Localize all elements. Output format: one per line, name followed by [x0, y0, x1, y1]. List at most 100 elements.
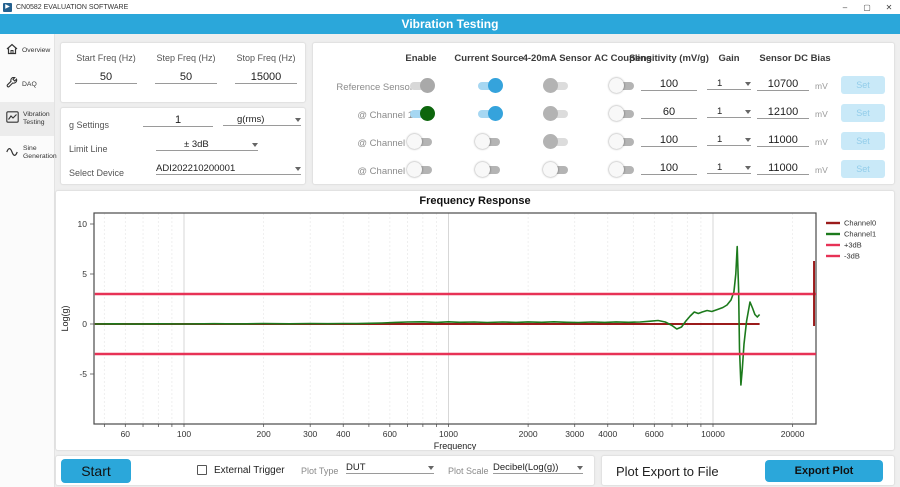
sidebar-item-overview[interactable]: Overview [0, 34, 54, 68]
gain-value: 1 [717, 134, 723, 145]
g-settings-input[interactable]: 1 [143, 114, 213, 127]
plot-frame [93, 212, 817, 425]
x-tick-label: 20000 [781, 429, 805, 439]
x-axis-label: Frequency [434, 441, 477, 450]
ac-coupling-toggle[interactable] [609, 134, 637, 149]
sensitivity-input[interactable]: 100 [641, 78, 697, 91]
minimize-icon[interactable]: – [842, 2, 848, 12]
toggle-knob [609, 134, 624, 149]
x-tick-label: 4000 [598, 429, 617, 439]
sidebar-item-sine-generation[interactable]: Sine Generation [0, 136, 57, 170]
export-plot-button[interactable]: Export Plot [765, 460, 883, 482]
mv-unit-label: mV [815, 109, 828, 119]
plot-export-card: Plot Export to File Export Plot [601, 455, 895, 486]
enable-toggle[interactable] [407, 134, 435, 149]
enable-toggle[interactable] [407, 106, 435, 121]
gain-select[interactable]: 1 [707, 106, 751, 118]
gain-select[interactable]: 1 [707, 162, 751, 174]
ac-coupling-toggle[interactable] [609, 162, 637, 177]
maximize-icon[interactable]: ▢ [863, 2, 871, 12]
select-device-dropdown[interactable]: ADI202210200001 [156, 163, 301, 175]
plot-type-select[interactable]: DUT [346, 462, 434, 474]
sweep-field-input[interactable]: 50 [155, 71, 217, 84]
x-tick-label: 60 [121, 429, 131, 439]
dc-bias-input[interactable]: 10700 [757, 78, 809, 91]
set-bias-button[interactable]: Set [841, 160, 885, 178]
x-tick-label: 10000 [701, 429, 725, 439]
enable-toggle[interactable] [407, 78, 435, 93]
toggle-knob [488, 106, 503, 121]
chevron-down-icon [745, 109, 751, 114]
set-bias-button[interactable]: Set [841, 104, 885, 122]
legend-label: -3dB [844, 252, 860, 261]
sensor-420ma-toggle[interactable] [543, 162, 571, 177]
plot-scale-select[interactable]: Decibel(Log(g)) [493, 462, 583, 474]
sensor-420ma-toggle[interactable] [543, 78, 571, 93]
set-bias-button[interactable]: Set [841, 132, 885, 150]
limit-line-select[interactable]: ± 3dB [156, 139, 258, 151]
toggle-knob [420, 78, 435, 93]
enable-toggle[interactable] [407, 162, 435, 177]
chevron-down-icon [252, 142, 258, 147]
column-header: Sensor DC Bias [759, 53, 831, 64]
chevron-down-icon [428, 465, 434, 470]
current-source-toggle[interactable] [475, 134, 503, 149]
ac-coupling-toggle[interactable] [609, 78, 637, 93]
ac-coupling-toggle[interactable] [609, 106, 637, 121]
legend-label: Channel0 [844, 219, 876, 228]
general-settings-card: g Settings 1 g(rms) Limit Line ± 3dB Sel… [60, 107, 306, 185]
sensitivity-input[interactable]: 60 [641, 106, 697, 119]
channel-row-label: @ Channel 1 [357, 110, 413, 121]
sidebar-item-vibration-testing[interactable]: Vibration Testing [0, 102, 54, 136]
close-icon[interactable]: ✕ [885, 2, 893, 12]
chevron-down-icon [745, 165, 751, 170]
dc-bias-input[interactable]: 11000 [757, 162, 809, 175]
gain-select[interactable]: 1 [707, 78, 751, 90]
limit-line-value: ± 3dB [184, 139, 209, 150]
set-bias-button[interactable]: Set [841, 76, 885, 94]
sensor-420ma-toggle[interactable] [543, 106, 571, 121]
mv-unit-label: mV [815, 165, 828, 175]
current-source-toggle[interactable] [475, 106, 503, 121]
sweep-field-input[interactable]: 15000 [235, 71, 297, 84]
mv-unit-label: mV [815, 81, 828, 91]
gain-value: 1 [717, 78, 723, 89]
toggle-knob [543, 78, 558, 93]
y-tick-label: 0 [82, 319, 87, 329]
toggle-knob [609, 162, 624, 177]
frequency-response-card: Frequency Response 60 100 200 300 400 600 1000… [55, 190, 895, 451]
toggle-knob [420, 106, 435, 121]
sweep-settings-card: Start Freq (Hz) 50 Step Freq (Hz) 50 Stop Fr… [60, 42, 306, 103]
limit-line-label: Limit Line [69, 144, 108, 154]
legend-label: Channel1 [844, 230, 876, 239]
sidebar-item-daq[interactable]: DAQ [0, 68, 54, 102]
sweep-field-label: Start Freq (Hz) [76, 53, 136, 63]
sensitivity-input[interactable]: 100 [641, 162, 697, 175]
y-tick-label: -5 [79, 369, 87, 379]
gain-select[interactable]: 1 [707, 134, 751, 146]
sidebar-item-label: DAQ [22, 80, 37, 88]
mv-unit-label: mV [815, 137, 828, 147]
channel-config-card: Enable Current Source 4-20mA Sensor AC Coup… [312, 42, 895, 185]
toggle-knob [543, 162, 558, 177]
start-button[interactable]: Start [61, 459, 131, 483]
app-icon: ▶ [3, 2, 12, 12]
dc-bias-input[interactable]: 12100 [757, 106, 809, 119]
dc-bias-input[interactable]: 11000 [757, 134, 809, 147]
plot-export-title: Plot Export to File [616, 464, 719, 479]
g-unit-select[interactable]: g(rms) [223, 114, 301, 126]
select-device-label: Select Device [69, 168, 125, 178]
external-trigger-checkbox[interactable] [197, 465, 207, 475]
plot-scale-label: Plot Scale [448, 466, 489, 476]
sensor-420ma-toggle[interactable] [543, 134, 571, 149]
column-header: Sensitivity (mV/g) [629, 53, 709, 64]
toggle-knob [543, 134, 558, 149]
sidebar: Overview DAQ Vibration Testing Sine Generat… [0, 34, 57, 487]
window-title: CN0582 EVALUATION SOFTWARE [16, 3, 129, 11]
select-device-value: ADI202210200001 [156, 163, 236, 174]
sweep-field-input[interactable]: 50 [75, 71, 137, 84]
sensitivity-input[interactable]: 100 [641, 134, 697, 147]
series-channel1 [94, 245, 761, 386]
current-source-toggle[interactable] [475, 78, 503, 93]
current-source-toggle[interactable] [475, 162, 503, 177]
